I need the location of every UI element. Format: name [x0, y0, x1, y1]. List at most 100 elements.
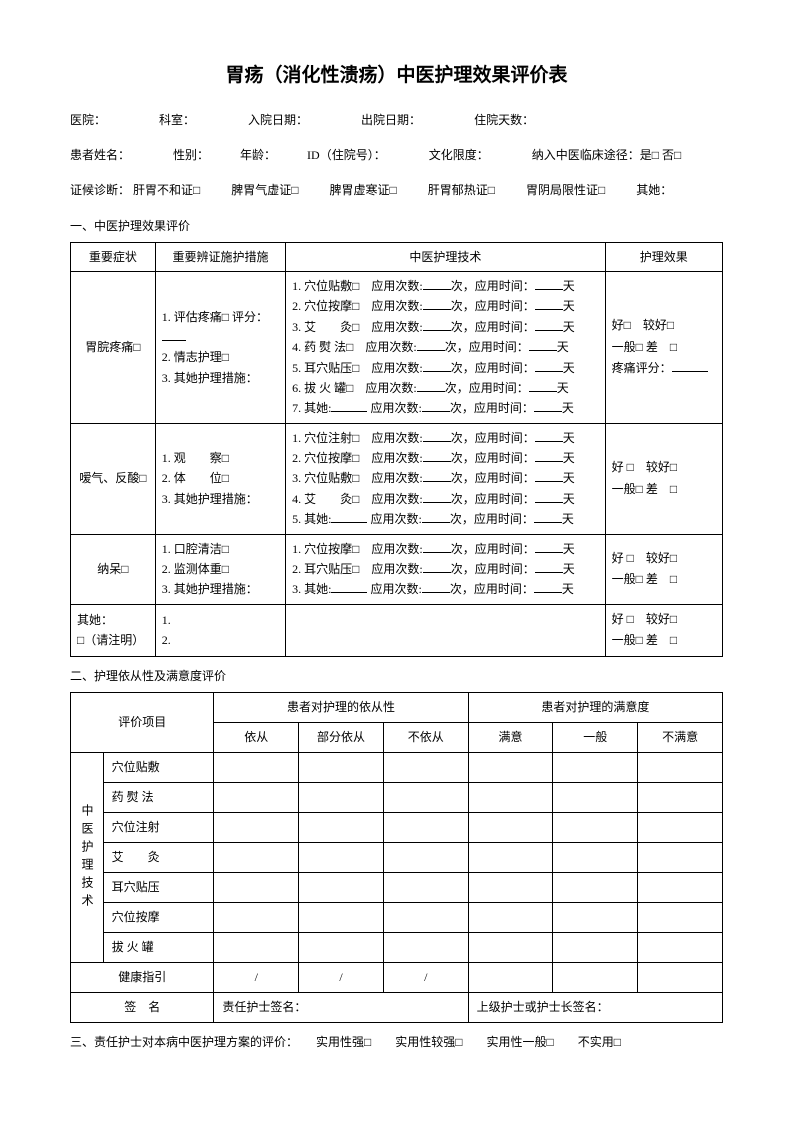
t1: 1. 穴位按摩□ 应用次数: [292, 542, 423, 556]
cell[interactable] [553, 843, 638, 873]
blank[interactable] [331, 400, 367, 412]
blank[interactable] [534, 581, 562, 593]
cell[interactable] [383, 843, 468, 873]
blank[interactable] [535, 470, 563, 482]
cell[interactable] [214, 933, 299, 963]
blank[interactable] [423, 450, 451, 462]
cell[interactable] [214, 903, 299, 933]
cell[interactable] [299, 753, 384, 783]
blank[interactable] [534, 400, 562, 412]
blank[interactable] [535, 450, 563, 462]
cell[interactable] [638, 753, 723, 783]
cell[interactable] [214, 753, 299, 783]
cell[interactable] [553, 753, 638, 783]
blank[interactable] [423, 360, 451, 372]
blank[interactable] [423, 541, 451, 553]
label-edu: 文化限度： [429, 148, 489, 162]
cell[interactable] [468, 873, 553, 903]
t1-row2: 嗳气、反酸□ 1. 观 察□ 2. 体 位□ 3. 其她护理措施： 1. 穴位注… [71, 423, 723, 534]
blank[interactable] [535, 430, 563, 442]
m2: 2. 监测体重□ [162, 562, 229, 576]
t1-row1: 胃脘疼痛□ 1. 评估疼痛□ 评分： 2. 情志护理□ 3. 其她护理措施： 1… [71, 271, 723, 423]
cell[interactable] [383, 903, 468, 933]
blank[interactable] [423, 278, 451, 290]
t2-r1: 药 熨 法 [103, 783, 214, 813]
sfx: 次，应用时间： [451, 299, 535, 313]
cell[interactable] [214, 783, 299, 813]
cell[interactable] [553, 963, 638, 993]
cell[interactable] [299, 933, 384, 963]
m1: 1. 观 察□ [162, 451, 229, 465]
blank[interactable] [535, 319, 563, 331]
t2: 2. 耳穴贴压□ 应用次数: [292, 562, 423, 576]
section3-line: 三、责任护士对本病中医护理方案的评价： 实用性强□ 实用性较强□ 实用性一般□ … [70, 1033, 723, 1050]
blank[interactable] [529, 380, 557, 392]
cell[interactable] [383, 873, 468, 903]
cell[interactable] [638, 783, 723, 813]
blank[interactable] [535, 278, 563, 290]
blank[interactable] [672, 360, 708, 372]
cell[interactable] [383, 933, 468, 963]
cell[interactable] [383, 783, 468, 813]
cell[interactable] [553, 873, 638, 903]
cell[interactable] [383, 813, 468, 843]
cell[interactable] [299, 843, 384, 873]
blank[interactable] [422, 400, 450, 412]
cell[interactable] [383, 753, 468, 783]
sfd: 天 [563, 451, 575, 465]
t2-sign2[interactable]: 上级护士或护士长签名： [468, 993, 722, 1023]
blank[interactable] [423, 319, 451, 331]
blank[interactable] [535, 360, 563, 372]
cell[interactable] [299, 783, 384, 813]
cell[interactable] [638, 873, 723, 903]
blank[interactable] [423, 298, 451, 310]
cell[interactable] [299, 813, 384, 843]
blank[interactable] [535, 491, 563, 503]
blank[interactable] [534, 511, 562, 523]
t2-h-item: 评价项目 [71, 693, 214, 753]
label-dept: 科室： [159, 113, 195, 127]
blank[interactable] [535, 561, 563, 573]
blank[interactable] [331, 511, 367, 523]
t2-sign1[interactable]: 责任护士签名： [214, 993, 468, 1023]
blank[interactable] [162, 329, 186, 341]
blank[interactable] [417, 339, 445, 351]
blank[interactable] [423, 561, 451, 573]
sfd: 天 [562, 512, 574, 526]
t1-r1-t7: 7. 其她: [292, 401, 331, 415]
cell[interactable] [638, 933, 723, 963]
cell[interactable] [553, 783, 638, 813]
blank[interactable] [423, 470, 451, 482]
cell[interactable] [468, 843, 553, 873]
cell[interactable] [214, 813, 299, 843]
blank[interactable] [417, 380, 445, 392]
cell[interactable] [214, 843, 299, 873]
cell[interactable] [299, 873, 384, 903]
cell[interactable] [638, 963, 723, 993]
blank[interactable] [423, 491, 451, 503]
cell[interactable] [468, 783, 553, 813]
blank[interactable] [529, 339, 557, 351]
cell[interactable] [553, 933, 638, 963]
cell[interactable] [299, 903, 384, 933]
blank[interactable] [422, 511, 450, 523]
cell[interactable] [468, 903, 553, 933]
cell[interactable] [214, 873, 299, 903]
cell[interactable] [638, 843, 723, 873]
cell[interactable] [553, 813, 638, 843]
cell[interactable] [638, 903, 723, 933]
blank[interactable] [535, 541, 563, 553]
blank[interactable] [422, 581, 450, 593]
cell[interactable] [553, 903, 638, 933]
cell[interactable] [468, 963, 553, 993]
label-discharge: 出院日期： [361, 113, 421, 127]
m3: 3. 其她护理措施： [162, 492, 258, 506]
cell[interactable] [468, 933, 553, 963]
blank[interactable] [423, 430, 451, 442]
cell[interactable] [468, 753, 553, 783]
cell[interactable] [638, 813, 723, 843]
blank[interactable] [535, 298, 563, 310]
dx5: 胃阴局限性证□ [526, 183, 605, 197]
blank[interactable] [331, 581, 367, 593]
cell[interactable] [468, 813, 553, 843]
